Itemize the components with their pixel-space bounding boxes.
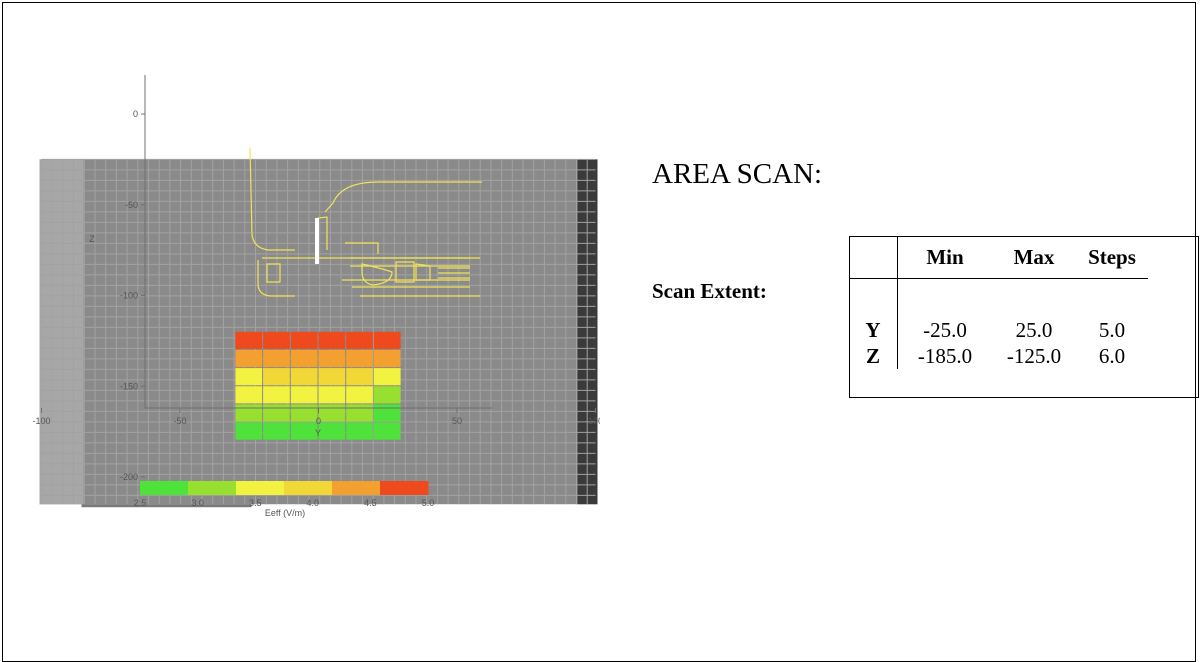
heatmap-cell: [346, 386, 373, 404]
table-row-z: Z -185.0 -125.0 6.0: [849, 343, 1148, 369]
x-tick-label: 50: [452, 416, 462, 426]
heatmap-cell: [346, 368, 373, 386]
colorbar-tick-label: 4.0: [307, 498, 320, 508]
device-outline: [249, 147, 295, 251]
x-tick-label: 100: [588, 416, 600, 426]
device-outline: [266, 263, 281, 283]
y-tick-label: -150: [120, 381, 138, 391]
heatmap-cell: [263, 422, 290, 440]
heatmap-cell: [346, 331, 373, 349]
heatmap-cell: [373, 331, 401, 349]
row-axis-label: Z: [849, 343, 898, 369]
device-outline: [345, 242, 379, 254]
device-outline: [257, 260, 295, 297]
page-title: AREA SCAN:: [652, 158, 823, 190]
heatmap-cell: [235, 349, 263, 368]
y-tick-label: -200: [120, 472, 138, 482]
colorbar-tick-label: 2.5: [134, 498, 147, 508]
scan-area-bottom-strip: [81, 504, 252, 508]
x-tick-label: -50: [173, 416, 186, 426]
x-axis-label: Y: [315, 428, 321, 438]
heatmap-cell: [318, 349, 346, 368]
heatmap-cell: [346, 422, 373, 440]
colorbar-tick-label: 4.5: [364, 498, 377, 508]
row-steps: 5.0: [1098, 317, 1126, 342]
colorbar-segment: [236, 481, 285, 495]
heatmap-cell: [346, 349, 373, 368]
heatmap-cell: [346, 404, 373, 422]
colorbar-tick-label: 3.0: [191, 498, 204, 508]
colorbar-segment: [284, 481, 333, 495]
heatmap-cell: [373, 349, 401, 368]
table-spacer-row: [849, 278, 1148, 317]
scan-extent-label: Scan Extent:: [652, 279, 767, 303]
device-outline: [395, 261, 415, 283]
heatmap-cell: [373, 404, 401, 422]
heatmap-cell: [263, 331, 290, 349]
x-tick-label: -100: [32, 416, 50, 426]
heatmap-cell: [373, 386, 401, 404]
y-axis-label: Z: [89, 234, 95, 244]
heatmap-cell: [235, 422, 263, 440]
table-header-steps: Steps: [1076, 236, 1148, 279]
heatmap-cell: [318, 422, 346, 440]
heatmap-cell: [235, 331, 263, 349]
heatmap-cell: [235, 404, 263, 422]
heatmap-cell: [290, 349, 318, 368]
device-outline: [438, 267, 470, 279]
colorbar-segment: [140, 481, 189, 495]
device-outline: [415, 263, 431, 281]
y-tick-label: -100: [120, 291, 138, 301]
device-outline: [361, 263, 393, 286]
heatmap-cell: [263, 386, 290, 404]
colorbar-segment: [332, 481, 381, 495]
heatmap-cell: [235, 368, 263, 386]
row-steps: 6.0: [1098, 343, 1126, 368]
row-min: -185.0: [917, 343, 973, 368]
device-antenna-feed: [315, 218, 319, 264]
colorbar-segment: [188, 481, 237, 495]
heatmap-cell: [290, 386, 318, 404]
x-tick-label: 0: [316, 416, 321, 426]
heatmap-cell: [290, 368, 318, 386]
heatmap-cell: [290, 404, 318, 422]
table-header-corner: [849, 236, 898, 279]
row-min: -25.0: [923, 317, 967, 342]
colorbar-tick-label: 3.5: [249, 498, 262, 508]
heatmap-cell: [318, 331, 346, 349]
colorbar-label: Eeff (V/m): [265, 508, 305, 518]
heatmap-cell: [290, 422, 318, 440]
row-max: 25.0: [1015, 317, 1053, 342]
colorbar-tick-label: 5.0: [422, 498, 435, 508]
table-row-y: Y -25.0 25.0 5.0: [849, 317, 1148, 343]
heatmap-cell: [290, 331, 318, 349]
heatmap-cell: [235, 386, 263, 404]
heatmap-cell: [318, 368, 346, 386]
colorbar-segment: [380, 481, 429, 495]
table-header-min: Min: [897, 236, 992, 279]
device-outline: [324, 181, 482, 213]
heatmap-cell: [263, 368, 290, 386]
row-axis-label: Y: [849, 317, 898, 343]
heatmap-cell: [318, 386, 346, 404]
row-max: -125.0: [1006, 343, 1062, 368]
y-tick-label: 0: [133, 109, 138, 119]
heatmap-cell: [263, 404, 290, 422]
heatmap-cell: [318, 404, 346, 422]
heatmap-cell: [263, 349, 290, 368]
scan-extent-table: Min Max Steps Y -25.0 25.0 5.0 Z -185.0 …: [849, 236, 1148, 369]
heatmap-cell: [373, 368, 401, 386]
table-header-max: Max: [992, 236, 1076, 279]
scan-area-left-gradient: [39, 159, 84, 505]
y-tick-label: -50: [125, 200, 138, 210]
heatmap-cell: [373, 422, 401, 440]
area-scan-plot: 0-50-100-150-200-250-100-50050100YZ2.53.…: [32, 75, 600, 518]
